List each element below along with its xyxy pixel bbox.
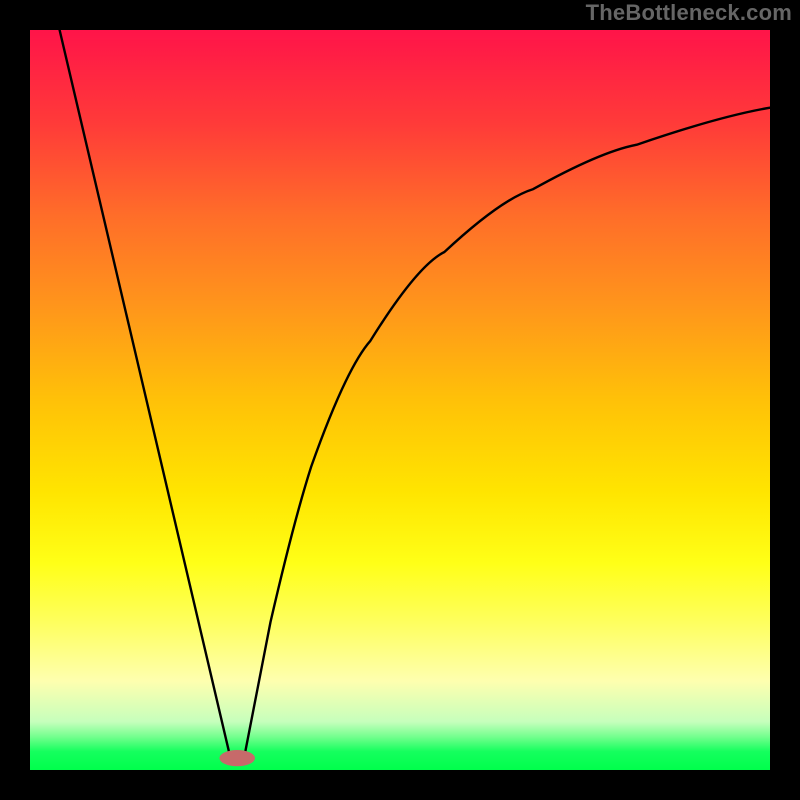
- bottleneck-chart: [0, 0, 800, 800]
- watermark-text: TheBottleneck.com: [586, 0, 792, 26]
- optimal-point-marker: [219, 750, 255, 766]
- chart-frame: TheBottleneck.com: [0, 0, 800, 800]
- gradient-background: [30, 30, 770, 770]
